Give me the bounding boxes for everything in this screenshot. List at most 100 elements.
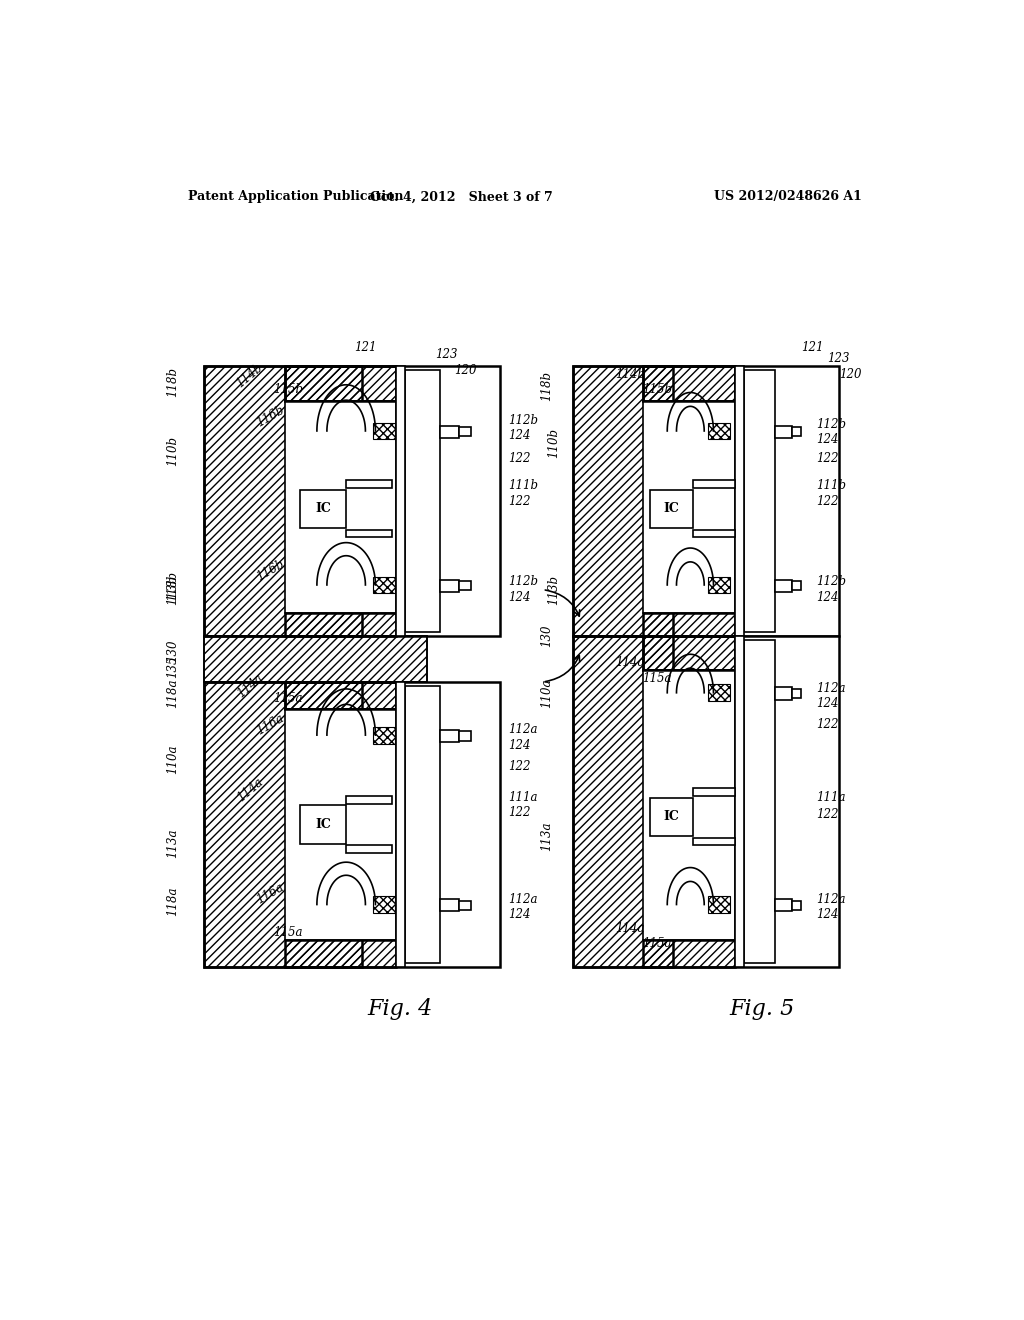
Text: 123: 123 <box>827 352 850 366</box>
Bar <box>285 401 396 612</box>
Text: 114a: 114a <box>615 656 645 669</box>
Bar <box>406 686 440 964</box>
Bar <box>775 579 792 591</box>
Text: 130: 130 <box>167 640 179 663</box>
Text: 122: 122 <box>816 718 839 731</box>
Bar <box>440 730 460 742</box>
Bar <box>346 480 392 488</box>
Text: 118b: 118b <box>167 570 179 601</box>
Text: 122: 122 <box>816 808 839 821</box>
Bar <box>708 422 730 440</box>
Bar <box>285 612 396 636</box>
Text: 112a: 112a <box>508 892 538 906</box>
Text: 110b: 110b <box>167 436 179 466</box>
Bar <box>735 367 744 636</box>
Text: 124: 124 <box>816 433 839 446</box>
Bar <box>440 899 460 911</box>
Text: 113b: 113b <box>167 574 179 605</box>
Bar <box>285 940 396 966</box>
Bar <box>285 367 396 401</box>
Bar <box>775 899 792 911</box>
Bar <box>440 579 460 591</box>
Bar <box>285 682 396 709</box>
Text: Patent Application Publication: Patent Application Publication <box>188 190 403 203</box>
Text: 120: 120 <box>454 363 476 376</box>
Text: 113a: 113a <box>167 829 179 858</box>
Bar <box>346 796 392 804</box>
Text: 113a: 113a <box>540 821 553 851</box>
Text: 122: 122 <box>816 495 839 508</box>
Text: IC: IC <box>664 810 679 824</box>
Bar <box>460 581 471 590</box>
Bar <box>708 577 730 594</box>
Text: 118b: 118b <box>167 367 179 397</box>
Text: 124: 124 <box>816 697 839 710</box>
Bar <box>650 797 692 836</box>
Text: IC: IC <box>664 502 679 515</box>
Bar <box>204 367 500 636</box>
Text: 116a: 116a <box>254 880 286 907</box>
Text: 115a: 115a <box>643 672 672 685</box>
Text: 122: 122 <box>508 807 530 820</box>
Bar <box>643 636 735 671</box>
Text: 111a: 111a <box>508 791 538 804</box>
Bar <box>460 900 471 909</box>
Bar <box>643 401 735 612</box>
Bar <box>204 682 361 966</box>
Text: IC: IC <box>315 818 331 832</box>
Text: 130: 130 <box>540 624 553 647</box>
Text: 116a: 116a <box>254 711 286 738</box>
Bar <box>735 636 744 966</box>
Text: 111b: 111b <box>508 479 538 492</box>
Text: 112a: 112a <box>508 723 538 737</box>
Text: US 2012/0248626 A1: US 2012/0248626 A1 <box>714 190 862 203</box>
Bar <box>708 896 730 913</box>
Text: 110b: 110b <box>548 428 560 458</box>
Text: 110a: 110a <box>167 744 179 774</box>
Bar <box>373 422 394 440</box>
Text: 124: 124 <box>508 739 530 751</box>
Text: 121: 121 <box>801 341 823 354</box>
Text: 124: 124 <box>816 908 839 921</box>
Bar <box>573 636 674 966</box>
Text: 124: 124 <box>508 429 530 442</box>
Bar <box>204 367 361 636</box>
Bar <box>204 636 427 682</box>
Bar <box>643 671 735 940</box>
Bar <box>346 845 392 853</box>
Bar <box>373 577 394 594</box>
Text: 114b: 114b <box>615 367 646 380</box>
Bar <box>285 367 396 401</box>
Bar <box>285 682 396 709</box>
Bar <box>204 636 427 682</box>
Text: 115a: 115a <box>643 937 672 950</box>
Bar <box>373 726 394 743</box>
Text: 121: 121 <box>354 341 377 354</box>
Text: 115a: 115a <box>273 693 302 705</box>
Bar <box>573 367 839 636</box>
Bar <box>300 805 346 843</box>
Bar <box>792 581 801 590</box>
Bar <box>643 636 735 671</box>
Bar <box>440 425 460 438</box>
Bar <box>775 688 792 700</box>
Text: 124: 124 <box>816 591 839 603</box>
Text: 112b: 112b <box>508 413 538 426</box>
Text: 124: 124 <box>508 908 530 921</box>
Text: 122: 122 <box>508 495 530 508</box>
Text: 112b: 112b <box>508 576 538 589</box>
Bar <box>692 529 735 537</box>
Text: Oct. 4, 2012   Sheet 3 of 7: Oct. 4, 2012 Sheet 3 of 7 <box>371 190 553 203</box>
Bar <box>300 490 346 528</box>
Text: Fig. 4: Fig. 4 <box>368 998 433 1020</box>
Bar <box>692 788 735 796</box>
Text: 115a: 115a <box>273 925 302 939</box>
Bar <box>775 425 792 438</box>
Text: 118a: 118a <box>167 678 179 709</box>
Text: 111a: 111a <box>816 791 846 804</box>
Bar <box>346 529 392 537</box>
Bar <box>285 709 396 940</box>
Bar <box>573 367 674 636</box>
Text: 110a: 110a <box>540 678 553 709</box>
Bar <box>406 370 440 632</box>
